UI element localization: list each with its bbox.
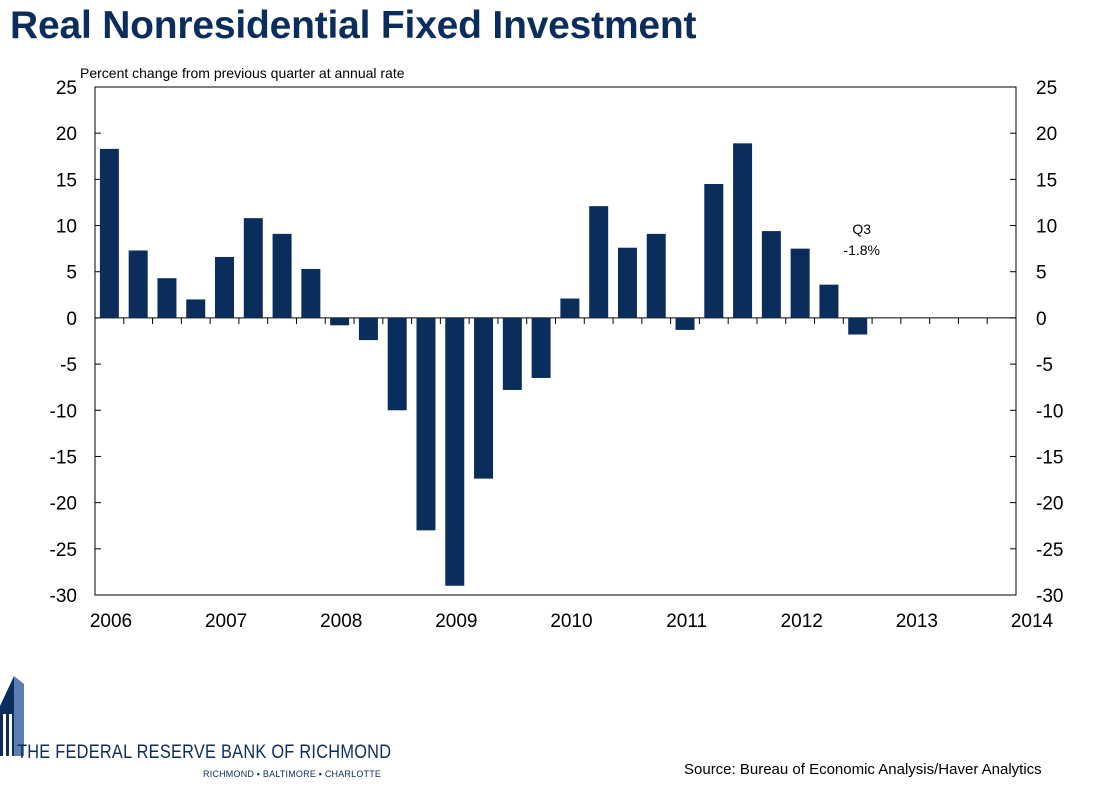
x-tick-label: 2009 [435,611,477,632]
y-tick-label-right: 10 [1036,217,1057,238]
y-tick-label-left: -15 [50,447,77,468]
bar-2008Q4 [416,317,436,531]
bar-2007Q1 [215,256,235,318]
y-tick-label-left: 15 [56,170,77,191]
y-tick-label-left: -25 [50,540,77,561]
chart-labels: 25 25 20 20 15 15 10 10 5 5 0 0 -5 -5 -10 -10 -15 -15 -20 -… [50,65,1064,632]
annotation-label: Q3 [852,221,871,237]
y-tick-label-right: 0 [1036,309,1047,330]
y-tick-label-left: 10 [56,217,77,238]
annotation-value: -1.8% [843,242,880,258]
bar-2011Q1 [675,317,695,330]
bar-2009Q4 [531,317,551,378]
bank-emblem-icon [0,676,24,756]
bar-2010Q1 [560,298,580,318]
y-tick-label-right: 15 [1036,170,1057,191]
bar-2007Q4 [301,268,321,318]
y-tick-label-left: 5 [66,263,77,284]
y-tick-label-right: 25 [1036,78,1057,99]
y-tick-label-right: 20 [1036,124,1057,145]
bar-2008Q1 [330,317,350,326]
bar-chart: 25 25 20 20 15 15 10 10 5 5 0 0 -5 -5 -10 -10 -15 -15 -20 -… [50,65,1064,632]
chart-subtitle: Percent change from previous quarter at … [80,65,405,81]
bar-2010Q2 [589,206,609,318]
y-tick-label-right: -5 [1036,355,1053,376]
chart-bars [99,143,868,586]
y-tick-label-left: -5 [60,355,77,376]
bar-2008Q3 [387,317,407,411]
page-title: Real Nonresidential Fixed Investment [10,4,697,47]
x-tick-label: 2006 [90,611,132,632]
bar-2008Q2 [358,317,378,341]
x-tick-label: 2011 [666,611,707,632]
x-tick-label: 2014 [1011,611,1054,632]
bar-2010Q3 [617,247,637,318]
y-tick-label-left: -30 [50,586,77,607]
bar-2006Q2 [128,250,148,318]
bank-logo: THE FEDERAL RESERVE BANK OF RICHMOND RIC… [0,676,400,786]
y-tick-label-right: -30 [1036,586,1063,607]
plot-frame [94,86,1017,596]
bar-2011Q3 [733,143,753,318]
chart-axes [94,86,1017,596]
x-tick-label: 2012 [781,611,823,632]
y-tick-label-right: -10 [1036,401,1063,422]
y-tick-label-right: -20 [1036,494,1063,515]
bar-2012Q2 [819,284,839,318]
bar-2012Q3 [848,317,868,335]
bar-2006Q4 [186,299,206,318]
bar-2010Q4 [646,233,666,318]
source-note: Source: Bureau of Economic Analysis/Have… [684,761,1042,778]
bar-2007Q2 [243,218,263,318]
bank-cities: RICHMOND ▪ BALTIMORE ▪ CHARLOTTE [203,769,382,779]
x-tick-label: 2010 [550,611,592,632]
y-tick-label-left: 25 [56,78,77,99]
x-tick-label: 2008 [320,611,362,632]
bar-2009Q3 [502,317,522,390]
bar-2007Q3 [272,233,292,318]
y-tick-label-left: 20 [56,124,77,145]
bar-2012Q1 [790,248,810,318]
y-tick-label-right: -25 [1036,540,1063,561]
y-tick-label-right: 5 [1036,263,1047,284]
y-tick-label-left: 0 [66,309,77,330]
x-tick-label: 2007 [205,611,247,632]
bar-2006Q1 [99,148,119,318]
bar-2011Q4 [761,231,781,318]
bar-2006Q3 [157,278,177,318]
bar-2011Q2 [704,183,724,318]
bank-name: THE FEDERAL RESERVE BANK OF RICHMOND [17,742,392,763]
y-tick-label-left: -10 [50,401,77,422]
bar-2009Q1 [445,317,465,586]
x-tick-label: 2013 [896,611,938,632]
y-tick-label-right: -15 [1036,447,1063,468]
y-tick-label-left: -20 [50,494,77,515]
bar-2009Q2 [474,317,494,479]
